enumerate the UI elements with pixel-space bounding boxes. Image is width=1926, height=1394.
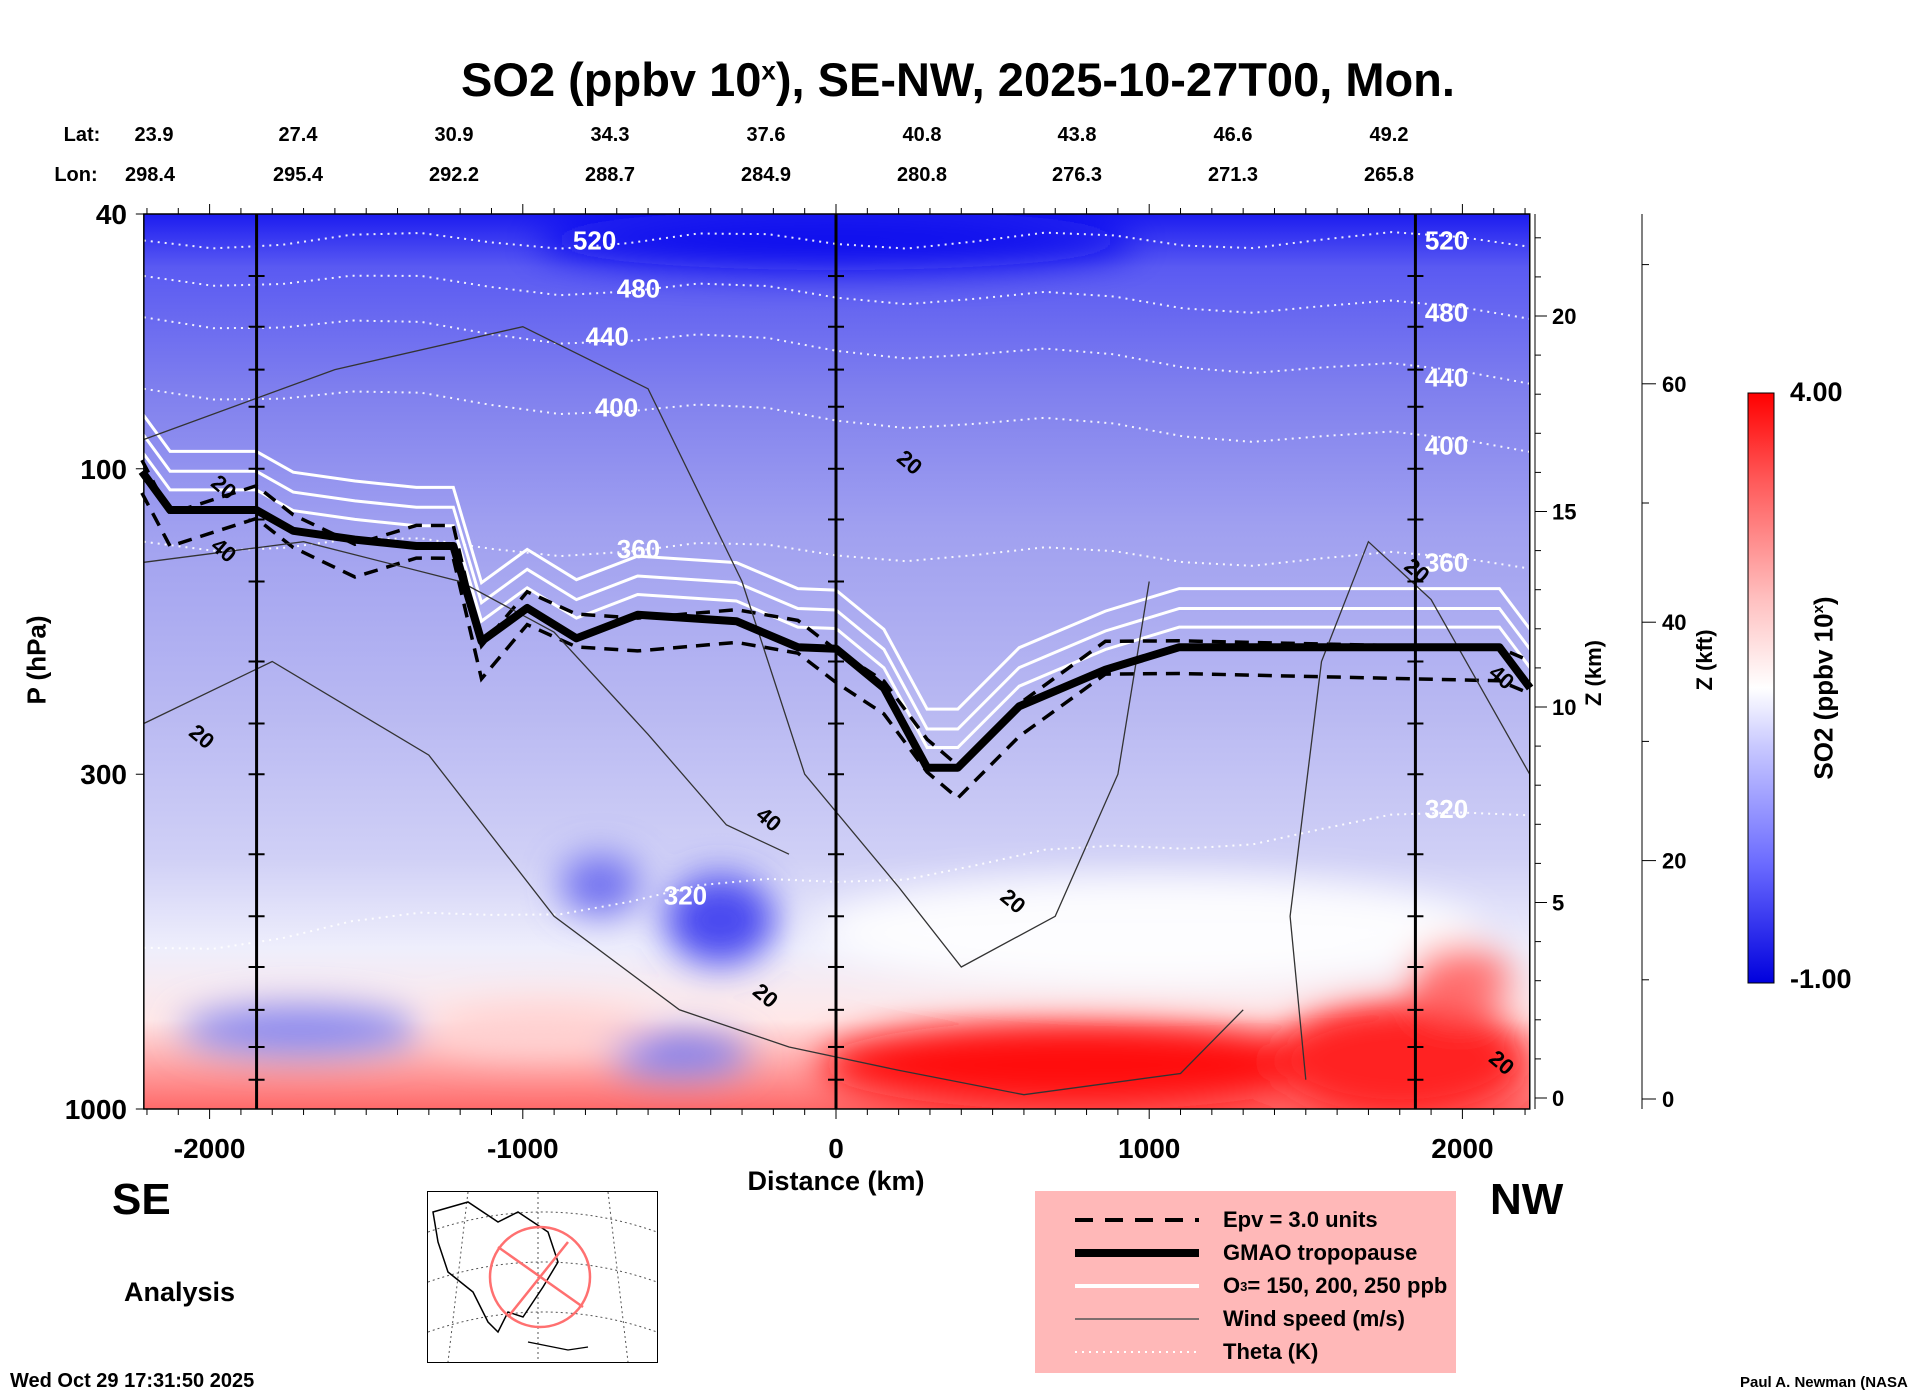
x-tick-label: -2000 — [174, 1133, 246, 1164]
theta-label: 400 — [1425, 431, 1468, 461]
z-kft-tick-label: 40 — [1662, 610, 1686, 635]
theta-contour — [143, 387, 1530, 453]
ozone-contour — [140, 412, 1532, 711]
theta-label: 440 — [585, 321, 628, 351]
z-kft-tick-label: 60 — [1662, 372, 1686, 397]
lat-value: 37.6 — [746, 124, 786, 146]
theta-label: 320 — [664, 881, 707, 911]
legend-item-epv: Epv = 3.0 units — [1075, 1205, 1378, 1235]
legend-item-wind: Wind speed (m/s) — [1075, 1304, 1405, 1334]
analysis-label: Analysis — [124, 1277, 236, 1307]
lat-value: 30.9 — [434, 124, 474, 146]
ozone-contour — [140, 431, 1532, 731]
thick-line-swatch — [1075, 1249, 1199, 1257]
z-kft-tick-label: 0 — [1662, 1087, 1674, 1112]
lat-value: 46.6 — [1213, 124, 1253, 146]
theta-label: 520 — [1425, 226, 1468, 256]
theta-label: 360 — [1425, 547, 1468, 577]
lat-value: 23.9 — [134, 124, 174, 146]
z-kft-tick-label: 20 — [1662, 849, 1686, 874]
lon-value: 276.3 — [1051, 164, 1103, 186]
inset-map — [427, 1191, 658, 1363]
lat-value: 27.4 — [278, 124, 318, 146]
z-km-tick-label: 15 — [1552, 500, 1576, 525]
theta-label: 360 — [617, 534, 660, 564]
tropopause-line — [138, 469, 1534, 772]
x-tick-label: 1000 — [1118, 1133, 1180, 1164]
colorbar-max-label: 4.00 — [1790, 377, 1843, 407]
timestamp: Wed Oct 29 17:31:50 2025 — [10, 1370, 255, 1392]
lon-value: 265.8 — [1363, 164, 1415, 186]
theta-label: 480 — [1425, 297, 1468, 327]
z-km-tick-label: 20 — [1552, 304, 1576, 329]
y-tick-label: 300 — [80, 759, 127, 790]
x-axis-label: Distance (km) — [747, 1166, 925, 1196]
z-km-label: Z (km) — [1581, 640, 1606, 706]
x-tick-label: -1000 — [487, 1133, 559, 1164]
side-left-label: SE — [112, 1175, 171, 1224]
lat-value: 34.3 — [590, 124, 630, 146]
lon-value: 295.4 — [272, 164, 324, 186]
ozone-contour — [140, 450, 1532, 749]
legend-item-tropopause: GMAO tropopause — [1075, 1238, 1417, 1268]
x-tick-label: 2000 — [1431, 1133, 1493, 1164]
z-kft-label: Z (kft) — [1692, 629, 1717, 691]
lon-value: 298.4 — [124, 164, 176, 186]
theta-contour — [143, 274, 1530, 320]
epv-contour — [140, 459, 1531, 768]
colorbar-label: SO2 (ppbv 10x) — [1808, 596, 1839, 780]
white-line-swatch — [1075, 1284, 1199, 1288]
lon-value: 271.3 — [1207, 164, 1259, 186]
y-tick-label: 1000 — [65, 1094, 127, 1125]
plot-frame — [143, 213, 1531, 1110]
wind-contour — [143, 326, 1150, 968]
so2-anomalies — [180, 214, 1529, 1109]
z-km-tick-label: 10 — [1552, 695, 1576, 720]
lat-value: 49.2 — [1369, 124, 1409, 146]
colorbar-min-label: -1.00 — [1790, 964, 1852, 994]
thin-line-swatch — [1075, 1318, 1199, 1320]
dotted-line-swatch — [1075, 1351, 1199, 1353]
theta-label: 440 — [1425, 362, 1468, 392]
theta-label: 520 — [573, 226, 616, 256]
z-km-tick-label: 5 — [1552, 891, 1564, 916]
legend-item-theta: Theta (K) — [1075, 1337, 1318, 1367]
theta-contour — [143, 231, 1530, 250]
wind-contour — [143, 660, 1244, 1096]
epv-contour — [140, 492, 1531, 801]
lon-value: 292.2 — [428, 164, 480, 186]
y-tick-label: 100 — [80, 454, 127, 485]
z-km-tick-label: 0 — [1552, 1086, 1564, 1111]
x-tick-label: 0 — [828, 1133, 844, 1164]
theta-label: 320 — [1425, 794, 1468, 824]
chart-title: SO2 (ppbv 10x), SE-NW, 2025-10-27T00, Mo… — [461, 53, 1455, 106]
wind-contour — [1289, 540, 1531, 1080]
lat-value: 40.8 — [902, 124, 942, 146]
lat-value: 43.8 — [1057, 124, 1097, 146]
dashed-line-swatch — [1075, 1218, 1199, 1222]
lon-value: 288.7 — [584, 164, 636, 186]
side-right-label: NW — [1490, 1175, 1564, 1224]
lat-label: Lat: — [63, 124, 101, 146]
y-axis-label: P (hPa) — [21, 615, 52, 705]
lon-label: Lon: — [54, 164, 98, 186]
lon-value: 280.8 — [896, 164, 948, 186]
colorbar — [1747, 392, 1775, 984]
theta-contour — [143, 316, 1530, 385]
y-tick-label: 40 — [96, 199, 127, 230]
lon-value: 284.9 — [740, 164, 792, 186]
theta-label: 400 — [595, 392, 638, 422]
theta-label: 480 — [617, 273, 660, 303]
wind-contour — [143, 541, 790, 855]
credit: Paul A. Newman (NASA — [1740, 1374, 1908, 1391]
map-icon — [427, 1191, 658, 1363]
